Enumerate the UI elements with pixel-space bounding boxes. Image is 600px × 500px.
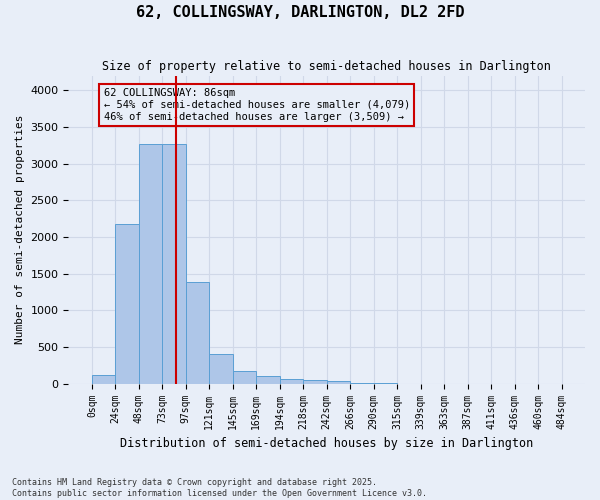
X-axis label: Distribution of semi-detached houses by size in Darlington: Distribution of semi-detached houses by … xyxy=(120,437,533,450)
Bar xyxy=(139,144,163,384)
Bar xyxy=(256,376,280,384)
Bar xyxy=(92,375,115,384)
Bar xyxy=(186,282,209,384)
Bar xyxy=(163,144,186,384)
Bar xyxy=(115,224,139,384)
Bar xyxy=(209,354,233,384)
Bar xyxy=(303,380,327,384)
Bar xyxy=(280,378,303,384)
Text: 62 COLLINGSWAY: 86sqm
← 54% of semi-detached houses are smaller (4,079)
46% of s: 62 COLLINGSWAY: 86sqm ← 54% of semi-deta… xyxy=(104,88,410,122)
Bar xyxy=(350,383,374,384)
Bar xyxy=(233,371,256,384)
Text: 62, COLLINGSWAY, DARLINGTON, DL2 2FD: 62, COLLINGSWAY, DARLINGTON, DL2 2FD xyxy=(136,5,464,20)
Title: Size of property relative to semi-detached houses in Darlington: Size of property relative to semi-detach… xyxy=(102,60,551,73)
Y-axis label: Number of semi-detached properties: Number of semi-detached properties xyxy=(15,115,25,344)
Text: Contains HM Land Registry data © Crown copyright and database right 2025.
Contai: Contains HM Land Registry data © Crown c… xyxy=(12,478,427,498)
Bar xyxy=(327,382,350,384)
